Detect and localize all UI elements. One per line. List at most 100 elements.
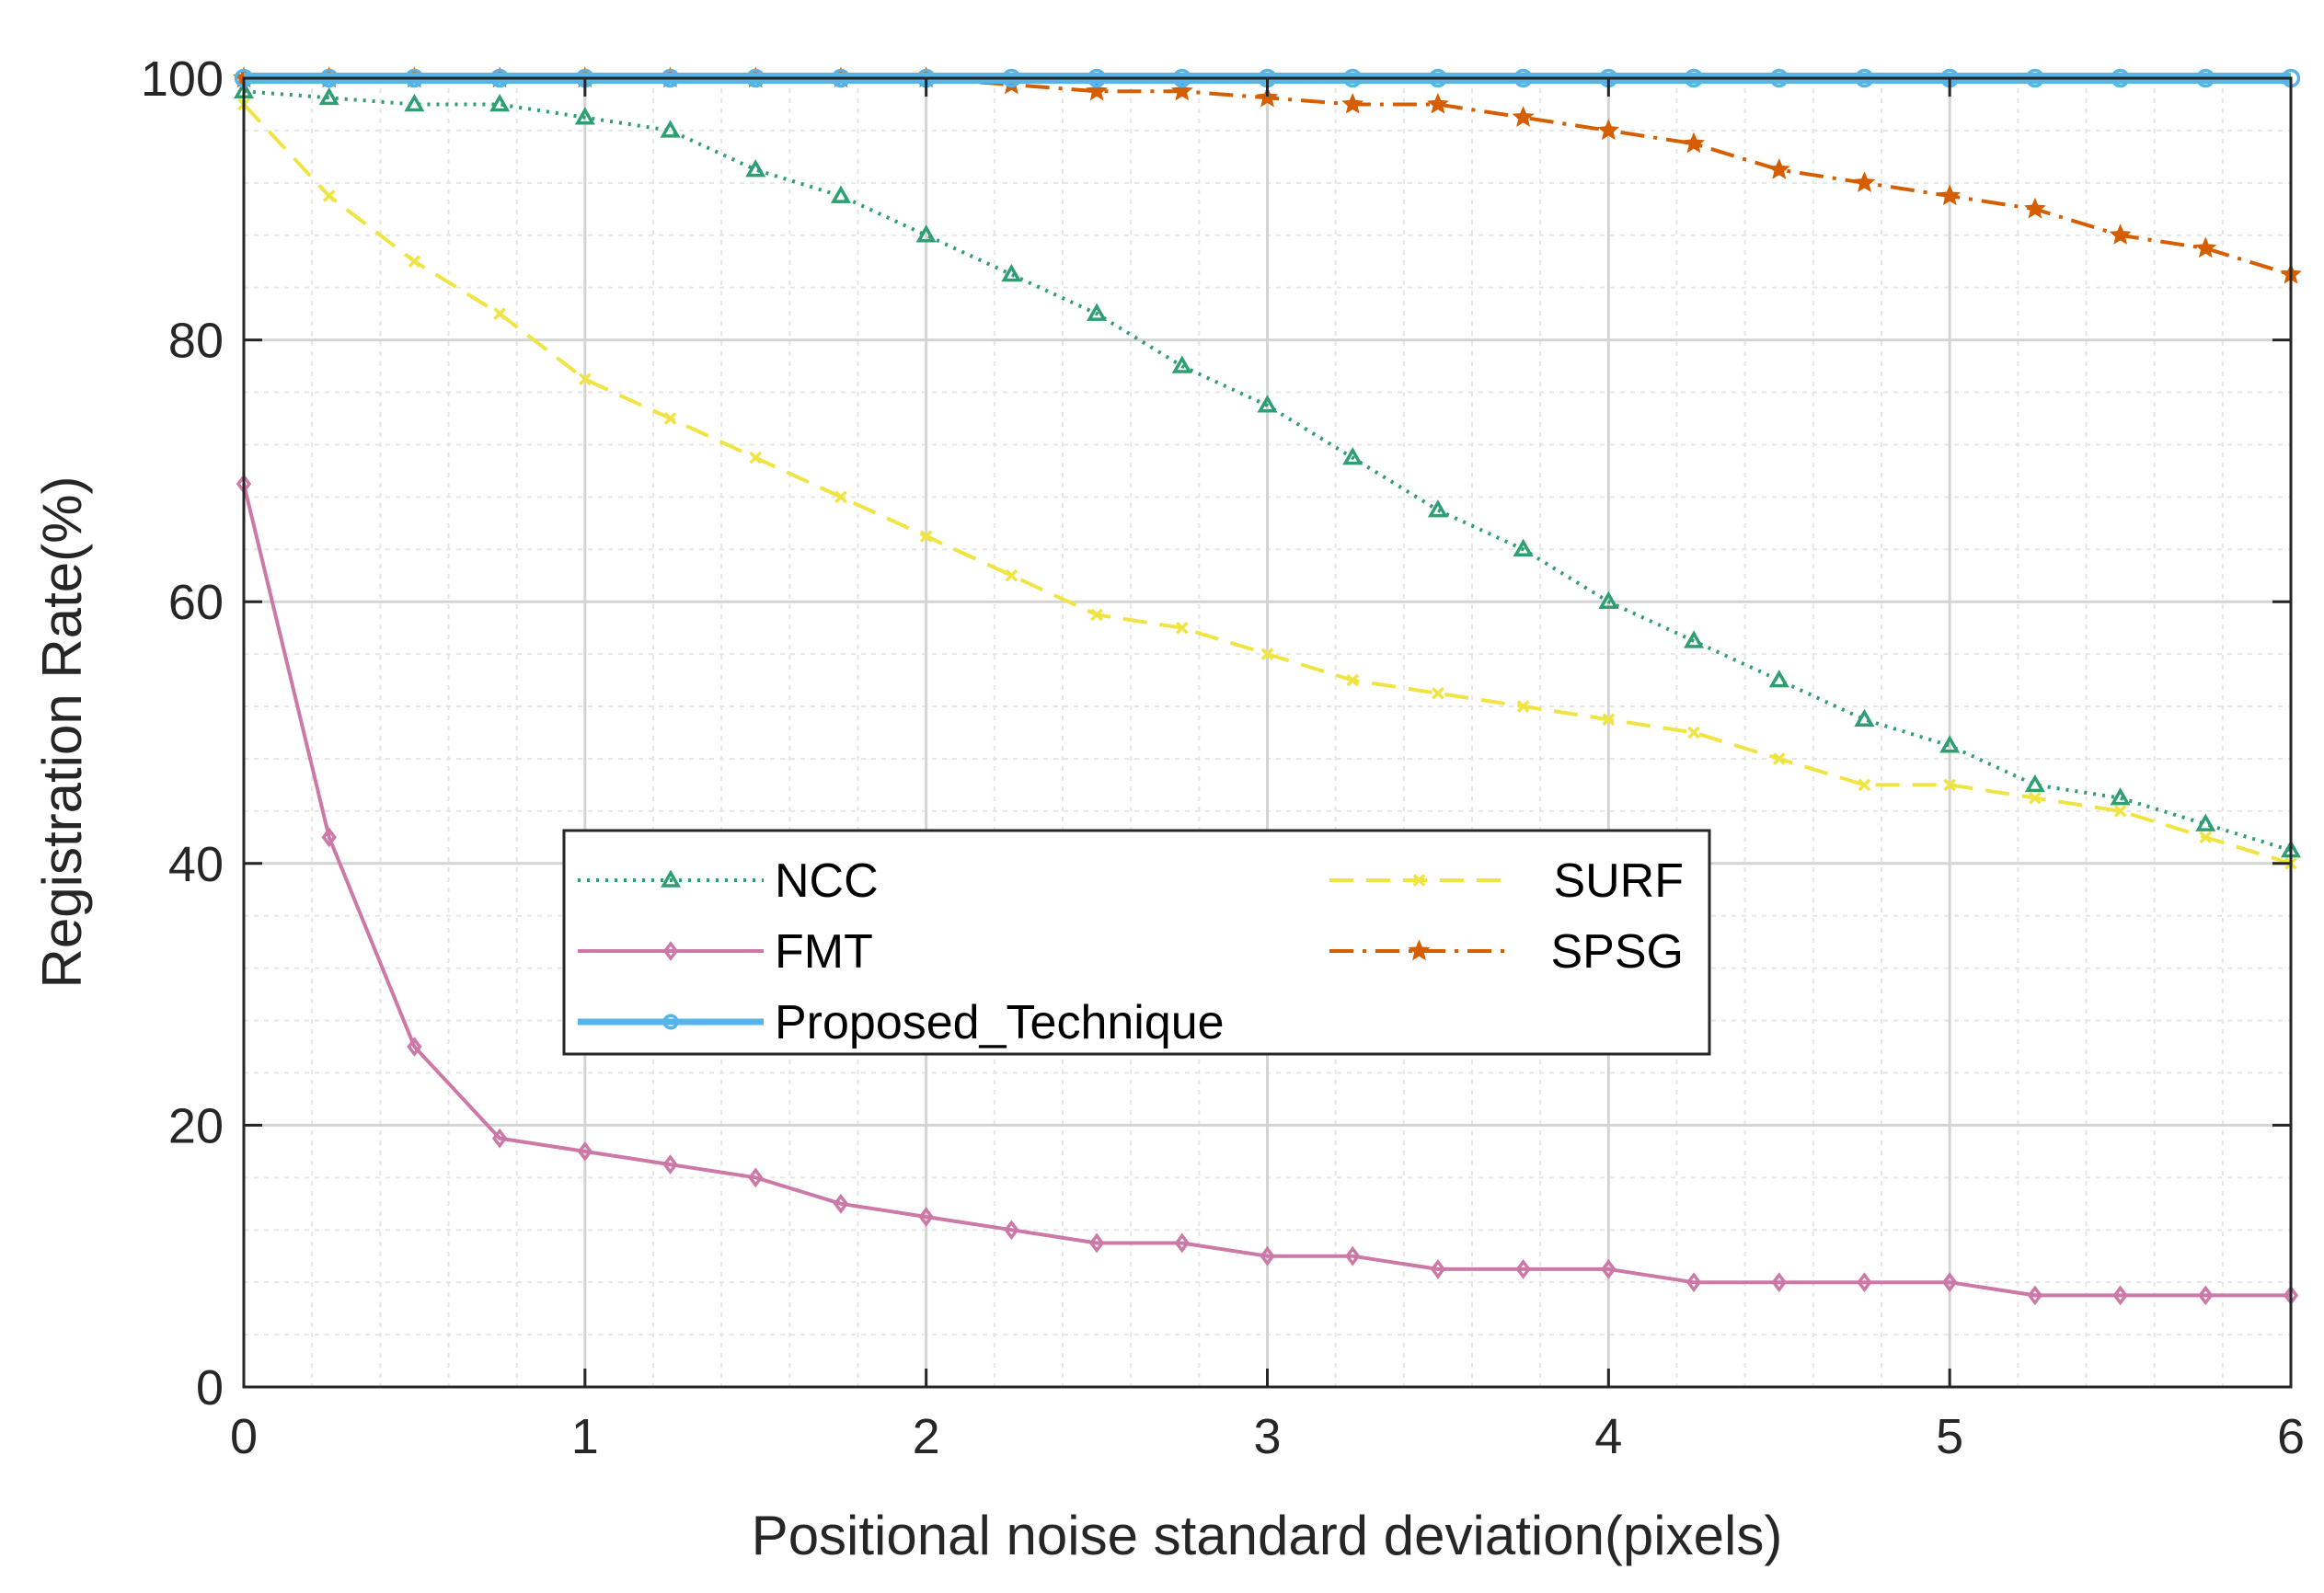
data-point-spsg (1512, 106, 1535, 127)
data-point-fmt (1345, 1245, 1361, 1266)
data-point-surf (322, 189, 336, 202)
data-point-fmt (1857, 1272, 1872, 1293)
legend-marker-fmt (662, 941, 679, 961)
data-point-surf (1943, 778, 1957, 792)
series-surf (237, 97, 2297, 870)
data-point-ncc (1257, 395, 1278, 413)
legend: NCC FMT Proposed_Technique SURF SPSG (562, 829, 1711, 1056)
data-point-surf (1260, 648, 1274, 660)
x-tick-labels: 0 1 2 3 4 5 6 (230, 1409, 2305, 1464)
data-point-ncc (2024, 774, 2045, 793)
data-point-fmt (1430, 1259, 1446, 1279)
x-tick-label: 1 (571, 1409, 599, 1464)
data-point-fmt (321, 827, 337, 848)
data-point-fmt (1260, 1245, 1275, 1266)
data-point-spsg (1939, 184, 1962, 206)
data-point-ncc (318, 86, 339, 106)
data-point-ncc (1001, 263, 1022, 282)
data-point-fmt (1685, 1272, 1702, 1293)
data-point-surf (1858, 778, 1871, 792)
data-point-ncc (2110, 787, 2131, 806)
x-tick-label: 6 (2277, 1409, 2305, 1464)
data-point-fmt (491, 1128, 508, 1149)
data-point-surf (1516, 700, 1530, 713)
data-point-ncc (830, 185, 851, 203)
data-point-fmt (1771, 1272, 1787, 1293)
legend-marker-ncc (660, 869, 682, 888)
data-point-surf (1346, 673, 1360, 687)
data-point-spsg (1767, 158, 1790, 179)
data-point-ncc (404, 93, 425, 112)
data-point-fmt (1515, 1259, 1531, 1279)
legend-entry-surf: SURF (1329, 854, 1684, 908)
data-point-ncc (1087, 303, 1108, 321)
data-point-surf (1772, 752, 1786, 765)
data-point-spsg (2109, 223, 2132, 245)
data-point-fmt (2112, 1285, 2128, 1306)
data-point-surf (1175, 621, 1189, 635)
data-point-ncc (1939, 735, 1961, 753)
data-point-surf (1602, 713, 1616, 727)
data-point-fmt (1088, 1232, 1105, 1254)
data-point-spsg (1597, 119, 1620, 141)
data-point-fmt (918, 1207, 934, 1227)
series-ncc (233, 80, 2302, 858)
legend-marker-proposed-technique (662, 1014, 679, 1030)
data-point-fmt (748, 1167, 764, 1188)
series-fmt (236, 474, 2299, 1306)
data-point-surf (663, 412, 677, 425)
data-point-ncc (2195, 813, 2216, 831)
legend-entry-ncc: NCC (578, 854, 879, 908)
data-point-spsg (1427, 92, 1449, 114)
legend-marker-surf (1412, 874, 1426, 887)
data-point-spsg (2023, 197, 2046, 219)
data-point-surf (408, 255, 421, 269)
data-point-ncc (1427, 499, 1448, 518)
data-point-ncc (1171, 355, 1192, 373)
y-tick-label: 80 (168, 314, 224, 369)
data-point-ncc (660, 120, 681, 138)
data-point-fmt (662, 1154, 678, 1175)
legend-label-fmt: FMT (775, 925, 873, 979)
legend-box (562, 829, 1711, 1056)
y-tick-labels: 0 20 40 60 80 100 (141, 52, 224, 1415)
data-point-fmt (1941, 1272, 1958, 1293)
legend-label-surf: SURF (1553, 854, 1684, 908)
data-point-surf (2029, 791, 2042, 805)
data-point-spsg (1341, 92, 1364, 114)
y-tick-label: 20 (168, 1098, 224, 1153)
x-tick-label: 3 (1253, 1409, 1281, 1464)
legend-label-spsg: SPSG (1551, 925, 1685, 979)
data-point-fmt (1601, 1259, 1616, 1279)
legend-entry-fmt: FMT (578, 925, 873, 979)
data-point-fmt (2198, 1285, 2214, 1306)
y-tick-label: 100 (141, 52, 224, 107)
data-point-ncc (1598, 590, 1619, 609)
legend-entry-proposed-technique: Proposed_Technique (578, 996, 1225, 1049)
y-tick-label: 0 (196, 1360, 224, 1415)
x-tick-label: 5 (1936, 1409, 1963, 1464)
data-point-surf (1005, 568, 1018, 582)
data-point-fmt (833, 1193, 849, 1214)
data-point-spsg (1256, 86, 1279, 108)
data-point-surf (919, 530, 933, 543)
data-point-spsg (1853, 171, 1876, 193)
data-point-spsg (1170, 79, 1193, 101)
data-point-surf (1090, 608, 1103, 622)
y-axis-title: Registration Rate(%) (31, 476, 93, 989)
data-point-surf (834, 490, 847, 504)
data-point-fmt (1174, 1232, 1190, 1254)
x-tick-label: 0 (230, 1409, 258, 1464)
y-tick-label: 60 (168, 575, 224, 630)
data-point-ncc (1854, 708, 1875, 728)
data-point-fmt (2027, 1285, 2043, 1306)
data-point-ncc (745, 159, 766, 178)
legend-entry-spsg: SPSG (1329, 925, 1684, 979)
data-point-spsg (1683, 132, 1705, 154)
data-point-ncc (1342, 447, 1363, 465)
legend-marker-spsg (1408, 939, 1431, 961)
series-line-fmt (242, 483, 2291, 1298)
data-point-surf (749, 451, 763, 464)
x-tick-label: 4 (1594, 1409, 1622, 1464)
